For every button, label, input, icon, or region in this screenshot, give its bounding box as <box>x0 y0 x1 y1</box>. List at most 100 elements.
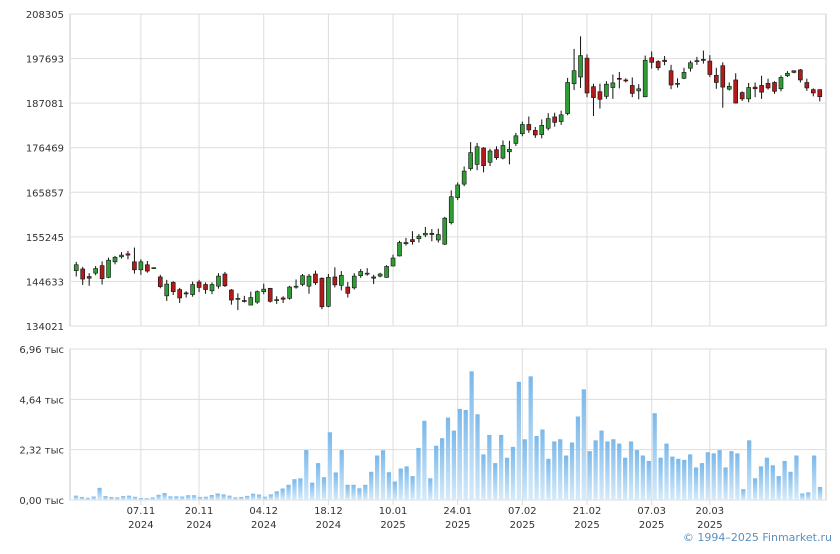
candle-body-down <box>481 147 486 166</box>
volume-bar <box>180 496 185 500</box>
candle-body-down <box>170 282 176 292</box>
volume-bar <box>563 455 569 500</box>
volume-tick-label: 4,64 тыс <box>19 395 64 406</box>
year-tick-label: 2024 <box>251 520 276 531</box>
volume-bar <box>369 471 374 500</box>
candle-body-down <box>345 286 351 294</box>
candle-body-up <box>235 298 241 300</box>
volume-bar <box>806 492 811 500</box>
volume-bar <box>197 496 203 500</box>
candle-body-up <box>636 88 642 92</box>
price-tick-label: 197693 <box>26 55 64 66</box>
volume-bar <box>233 497 238 500</box>
volume-bar <box>540 429 545 500</box>
volume-bar <box>150 497 155 500</box>
volume-bar <box>445 417 451 500</box>
candle-body-down <box>791 70 797 73</box>
price-tick-label: 208305 <box>26 10 64 21</box>
candle-body-up <box>390 257 396 267</box>
volume-bar <box>138 498 144 500</box>
volume-bar <box>664 443 669 500</box>
candle-body-up <box>254 291 260 303</box>
volume-bar <box>617 443 622 500</box>
volume-bar <box>363 484 368 500</box>
candle-body-up <box>248 297 254 306</box>
candle-layer <box>73 36 823 311</box>
candle-body-down <box>157 276 163 287</box>
volume-bar <box>333 472 338 500</box>
volume-bar <box>504 457 510 500</box>
candle-body-down <box>668 70 674 86</box>
volume-bar <box>558 439 563 500</box>
candle-body-down <box>371 276 376 279</box>
candle-body-down <box>267 287 273 302</box>
candle-body-up <box>675 83 680 85</box>
volume-bar <box>392 481 397 500</box>
candle-body-down <box>623 79 629 82</box>
candle-body-down <box>701 59 706 61</box>
candle-body-down <box>177 289 182 299</box>
volume-bar <box>729 451 734 500</box>
volume-tick-label: 2,32 тыс <box>19 446 64 457</box>
candle-body-down <box>810 89 816 94</box>
candle-body-up <box>397 242 402 257</box>
volume-bar <box>764 457 770 500</box>
volume-bar <box>274 491 279 500</box>
candle-body-up <box>565 82 570 114</box>
volume-bar <box>534 435 539 500</box>
volume-bar <box>788 471 793 500</box>
volume-bar <box>239 496 244 500</box>
candle-body-down <box>132 261 137 271</box>
candle-body-up <box>461 170 467 185</box>
year-tick-label: 2025 <box>380 520 405 531</box>
volume-bar <box>587 451 592 500</box>
volume-bar <box>776 476 781 500</box>
volume-bar <box>345 484 350 500</box>
candle-body-down <box>720 65 726 88</box>
volume-bar <box>186 495 191 500</box>
candle-body-down <box>80 268 86 280</box>
candle-body-up <box>558 114 564 122</box>
candle-body-up <box>474 146 480 165</box>
candle-body-down <box>798 69 803 81</box>
volume-bar <box>357 488 362 500</box>
volume-bar <box>256 494 262 500</box>
volume-bar <box>380 450 386 500</box>
volume-bar <box>723 467 728 500</box>
candle-body-up <box>423 232 428 236</box>
volume-bar <box>469 371 474 500</box>
volume-bar <box>221 494 226 500</box>
candle-body-up <box>578 55 583 78</box>
candle-body-up <box>339 274 344 286</box>
volume-bar <box>623 457 628 500</box>
candle-body-up <box>500 145 506 159</box>
volume-bar <box>292 479 297 500</box>
volume-bar <box>758 466 764 500</box>
candle-body-down <box>145 264 150 272</box>
candle-body-up <box>746 87 751 100</box>
year-tick-label: 2024 <box>316 520 341 531</box>
volume-bar <box>640 455 646 500</box>
candle-body-up <box>448 196 454 224</box>
volume-bar <box>510 446 516 500</box>
volume-bar <box>794 455 799 500</box>
volume-bar <box>103 496 108 500</box>
volume-bar <box>493 463 498 500</box>
date-tick-label: 10.01 <box>379 506 408 517</box>
volume-bar <box>351 484 356 500</box>
volume-bar <box>705 452 710 500</box>
volume-layer <box>73 371 823 500</box>
volume-bar <box>670 456 675 500</box>
volume-bar <box>115 497 120 500</box>
candle-body-down <box>662 59 667 62</box>
date-tick-label: 07.02 <box>508 506 537 517</box>
volume-bar <box>800 493 805 500</box>
candle-body-down <box>597 91 603 100</box>
candle-body-down <box>429 232 435 235</box>
candle-body-up <box>306 275 312 287</box>
copyright-link[interactable]: © 1994–2025 Finmarket.ru <box>682 531 832 544</box>
candle-body-up <box>403 242 409 245</box>
volume-bar <box>168 496 173 500</box>
candle-body-up <box>326 277 331 307</box>
price-tick-label: 155245 <box>26 233 64 244</box>
